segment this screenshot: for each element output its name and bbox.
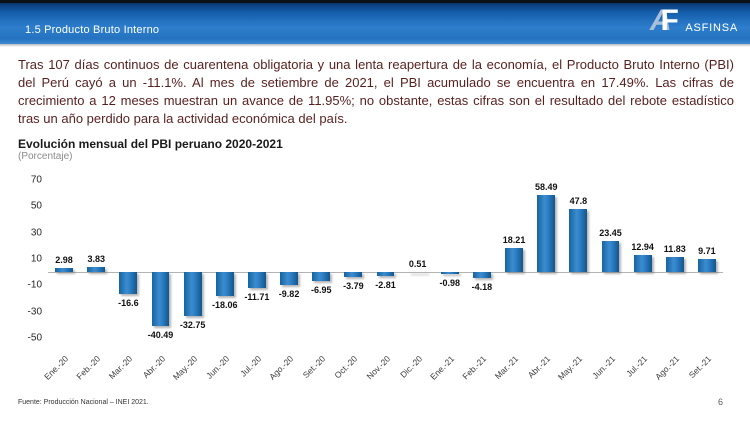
- y-tick-label: -50: [27, 332, 42, 344]
- bar-Ago.-21: [665, 256, 684, 273]
- bar-value-label: -6.95: [310, 285, 332, 296]
- bar-value-label: 12.94: [631, 242, 654, 253]
- bar-Jun.-21: [601, 241, 620, 273]
- logo-letter-a: A: [649, 4, 672, 37]
- bar-value-label: 47.8: [569, 195, 588, 206]
- bar-Abr.-20: [151, 272, 170, 326]
- y-axis: 70 50 30 10 -10 -30 -50: [0, 173, 42, 345]
- plot-area: 2.98 3.83 -16.6 -40.49 -32.75 -18.06 -11.71 -9.…: [48, 173, 723, 345]
- bar-Jun.-20: [215, 272, 234, 297]
- bar-Nov.-20: [376, 272, 395, 276]
- bar-value-label: 2.98: [55, 255, 73, 266]
- bar-value-label: -40.49: [147, 329, 174, 340]
- bar-value-label: -32.75: [179, 319, 206, 330]
- bar-Ago.-20: [280, 272, 299, 286]
- bar-value-label: -9.82: [278, 289, 300, 300]
- bar-Feb.-21: [472, 272, 491, 278]
- bar-value-label: -3.79: [343, 281, 364, 292]
- asfinsa-logo: AF ASFINSA: [650, 4, 738, 40]
- bar-Jul.-20: [247, 272, 266, 288]
- bar-value-label: -16.6: [118, 298, 139, 309]
- logo-company-name: ASFINSA: [685, 22, 738, 34]
- page-number: 6: [717, 397, 723, 407]
- bar-value-label: 58.49: [534, 181, 558, 192]
- bar-value-label: -11.71: [244, 291, 270, 302]
- bar-value-label: 0.51: [408, 258, 427, 269]
- bar-value-label: 3.83: [87, 254, 105, 265]
- bar-Abr.-21: [537, 194, 556, 273]
- y-tick-label: 70: [30, 174, 42, 186]
- chart-title: Evolución mensual del PBI peruano 2020-2…: [18, 137, 283, 151]
- bar-Set.-20: [312, 272, 331, 282]
- bar-value-label: -2.81: [375, 279, 396, 290]
- slide-section-title: 1.5 Producto Bruto Interno: [25, 24, 160, 36]
- bar-value-label: -0.98: [439, 277, 461, 288]
- bar-Feb.-20: [87, 267, 106, 273]
- y-tick-label: -30: [27, 306, 42, 318]
- bar-Mar.-20: [119, 272, 138, 295]
- bar-value-label: 23.45: [599, 228, 622, 239]
- y-tick-label: 50: [30, 200, 42, 212]
- chart-subtitle: (Porcentaje): [18, 151, 73, 162]
- bar-Set.-21: [697, 259, 716, 273]
- y-tick-label: 10: [30, 253, 42, 265]
- intro-paragraph: Tras 107 días continuos de cuarentena ob…: [18, 57, 734, 126]
- bar-May.-21: [569, 208, 588, 273]
- bar-Dic.-20: [408, 271, 427, 273]
- bar-value-label: -4.18: [471, 281, 493, 292]
- bar-Ene.-21: [440, 272, 459, 274]
- bar-value-label: -18.06: [212, 300, 238, 311]
- bar-value-label: 18.21: [502, 235, 526, 246]
- bar-value-label: 9.71: [698, 246, 716, 257]
- bar-Mar.-21: [505, 248, 524, 273]
- bar-Ene.-20: [55, 268, 74, 273]
- header-bar: 1.5 Producto Bruto Interno AF ASFINSA: [0, 0, 750, 47]
- x-axis: Ene.-20 Feb.-20 Mar.-20 Abr.-20 May.-20 Jun.-…: [42, 346, 723, 396]
- y-tick-label: 30: [30, 227, 42, 239]
- bar-value-label: 11.83: [663, 243, 686, 254]
- source-note: Fuente: Producción Nacional – INEI 2021.: [18, 399, 149, 406]
- logo-letter-f: F: [660, 4, 679, 37]
- y-tick-label: -10: [27, 279, 42, 291]
- bar-Oct.-20: [344, 272, 363, 278]
- bar-Jul.-21: [633, 255, 652, 273]
- bar-May.-20: [183, 272, 202, 316]
